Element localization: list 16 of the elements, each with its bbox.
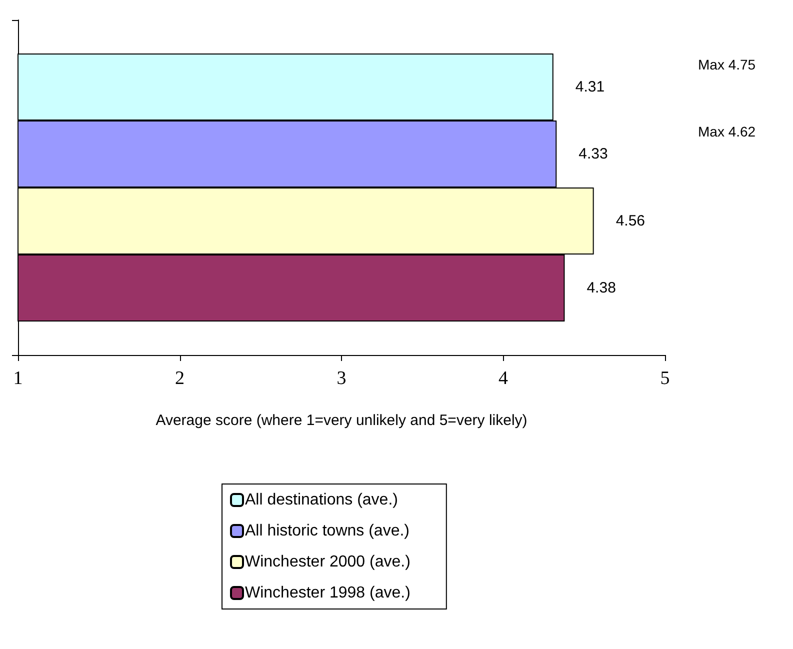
legend-label: All historic towns (ave.) [245,522,410,540]
text: Max 4.62 [698,124,756,140]
legend-label: All destinations (ave.) [245,492,398,508]
data-label: 4.31 [575,78,605,96]
x-tick-label: 4 [498,368,508,389]
data-label: 4.33 [578,146,608,162]
legend-label: Winchester 2000 (ave.) [245,554,410,570]
legend-label: Winchester 1998 (ave.) [245,584,410,602]
x-tick-label: 1 [13,368,23,389]
data-label: 4.38 [586,280,616,296]
text: Max 4.75 [698,56,756,72]
x-tick-label: 3 [336,368,346,389]
x-tick-label: 5 [660,368,670,389]
data-label: 4.56 [616,212,646,230]
x-axis-title: Average score (where 1=very unlikely and 5=very likely) [156,412,528,429]
x-tick-label: 2 [175,368,184,389]
